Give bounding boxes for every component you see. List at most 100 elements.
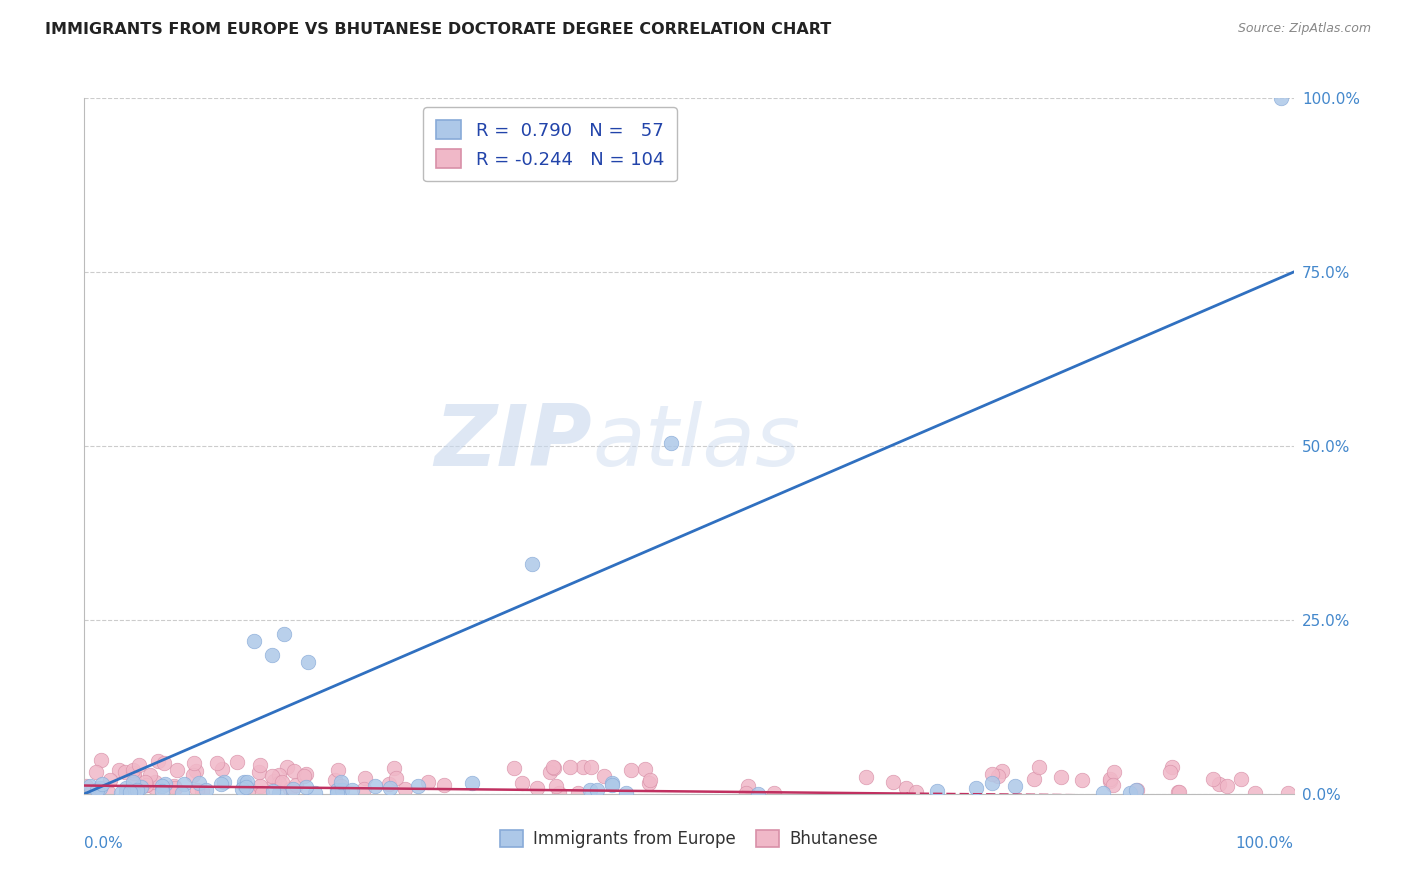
- Point: [181, 767, 204, 781]
- Point: [294, 780, 316, 795]
- Point: [84, 764, 107, 779]
- Point: [616, 786, 638, 800]
- Point: [134, 775, 156, 789]
- Point: [129, 780, 152, 794]
- Point: [267, 786, 290, 800]
- Point: [433, 778, 456, 792]
- Point: [1167, 785, 1189, 799]
- Point: [267, 768, 290, 782]
- Point: [326, 786, 349, 800]
- Point: [382, 761, 405, 775]
- Point: [1119, 787, 1142, 801]
- Point: [330, 774, 353, 789]
- Point: [122, 770, 145, 784]
- Text: atlas: atlas: [592, 401, 800, 484]
- Point: [1230, 772, 1253, 786]
- Point: [249, 779, 271, 793]
- Point: [579, 760, 602, 774]
- Point: [567, 787, 589, 801]
- Point: [326, 783, 349, 797]
- Point: [378, 780, 401, 795]
- Point: [114, 764, 136, 779]
- Point: [1126, 783, 1149, 797]
- Point: [543, 761, 565, 775]
- Point: [115, 785, 138, 799]
- Point: [1270, 91, 1292, 105]
- Point: [249, 757, 271, 772]
- Point: [235, 780, 257, 794]
- Point: [79, 779, 101, 793]
- Point: [273, 627, 295, 641]
- Point: [520, 558, 543, 572]
- Point: [882, 774, 904, 789]
- Point: [332, 783, 354, 797]
- Point: [271, 774, 294, 789]
- Point: [1091, 785, 1114, 799]
- Point: [247, 764, 270, 779]
- Point: [90, 753, 112, 767]
- Point: [965, 780, 987, 795]
- Point: [115, 781, 138, 796]
- Point: [89, 780, 111, 795]
- Point: [283, 764, 305, 778]
- Point: [136, 779, 159, 793]
- Point: [183, 756, 205, 770]
- Point: [269, 775, 291, 789]
- Point: [304, 787, 326, 801]
- Text: IMMIGRANTS FROM EUROPE VS BHUTANESE DOCTORATE DEGREE CORRELATION CHART: IMMIGRANTS FROM EUROPE VS BHUTANESE DOCT…: [45, 22, 831, 37]
- Point: [150, 780, 173, 794]
- Point: [1202, 772, 1225, 786]
- Point: [538, 764, 561, 779]
- Point: [122, 766, 145, 780]
- Point: [981, 766, 1004, 780]
- Point: [328, 763, 350, 777]
- Point: [163, 779, 186, 793]
- Point: [330, 779, 353, 793]
- Point: [262, 783, 284, 797]
- Point: [108, 764, 131, 778]
- Point: [127, 783, 149, 797]
- Point: [212, 775, 235, 789]
- Text: ZIP: ZIP: [434, 401, 592, 484]
- Point: [526, 781, 548, 796]
- Point: [1159, 764, 1181, 779]
- Point: [406, 779, 429, 793]
- Point: [1022, 772, 1045, 786]
- Point: [121, 763, 143, 777]
- Point: [353, 771, 375, 785]
- Point: [170, 786, 193, 800]
- Point: [209, 776, 232, 790]
- Point: [142, 780, 165, 795]
- Point: [86, 783, 108, 797]
- Point: [342, 782, 364, 797]
- Point: [543, 760, 565, 774]
- Point: [184, 764, 207, 779]
- Point: [364, 779, 387, 793]
- Point: [231, 782, 253, 797]
- Point: [510, 776, 533, 790]
- Point: [292, 769, 315, 783]
- Point: [385, 772, 408, 786]
- Point: [82, 783, 104, 797]
- Point: [194, 782, 217, 797]
- Point: [1028, 760, 1050, 774]
- Point: [263, 774, 285, 789]
- Point: [150, 784, 173, 798]
- Point: [503, 761, 526, 775]
- Point: [855, 770, 877, 784]
- Point: [139, 768, 162, 782]
- Point: [232, 778, 254, 792]
- Point: [634, 762, 657, 776]
- Point: [128, 758, 150, 772]
- Point: [981, 775, 1004, 789]
- Point: [278, 782, 301, 797]
- Point: [461, 776, 484, 790]
- Point: [294, 766, 316, 780]
- Point: [896, 780, 918, 795]
- Point: [1160, 760, 1182, 774]
- Point: [283, 782, 305, 797]
- Point: [75, 779, 97, 793]
- Point: [233, 775, 256, 789]
- Point: [747, 787, 769, 801]
- Point: [762, 786, 785, 800]
